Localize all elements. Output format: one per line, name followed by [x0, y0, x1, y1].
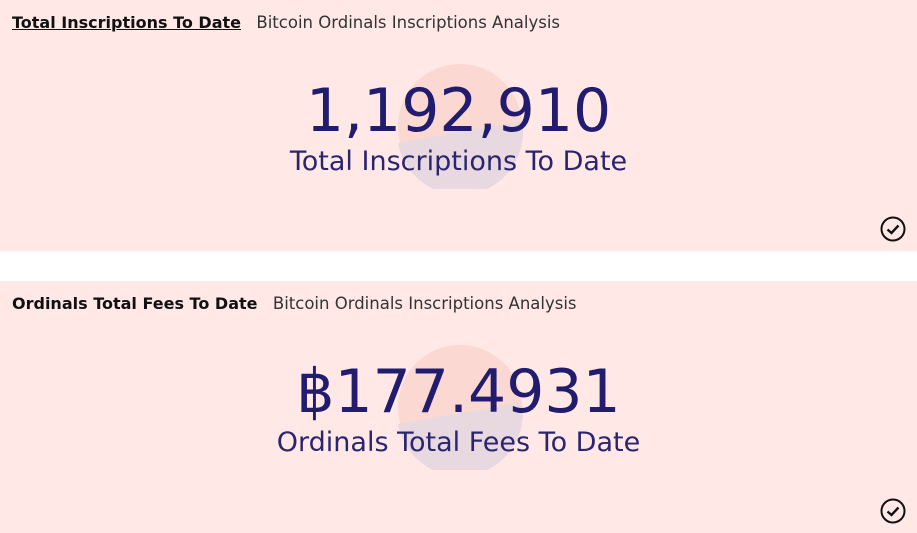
card-total-inscriptions: Total Inscriptions To Date Bitcoin Ordin…	[0, 0, 917, 251]
check-circle-icon	[880, 498, 906, 524]
card-title-link[interactable]: Total Inscriptions To Date	[12, 13, 241, 32]
card-title-link[interactable]: Ordinals Total Fees To Date	[12, 294, 258, 313]
metric-label: Ordinals Total Fees To Date	[276, 427, 641, 458]
metric-label: Total Inscriptions To Date	[289, 146, 628, 177]
metric-value: 1,192,910	[305, 76, 612, 146]
check-circle-icon	[880, 216, 906, 242]
card-subtitle[interactable]: Bitcoin Ordinals Inscriptions Analysis	[272, 294, 577, 313]
card-header: Ordinals Total Fees To Date Bitcoin Ordi…	[12, 294, 577, 314]
card-total-fees: Ordinals Total Fees To Date Bitcoin Ordi…	[0, 281, 917, 533]
card-subtitle[interactable]: Bitcoin Ordinals Inscriptions Analysis	[256, 13, 561, 32]
card-header: Total Inscriptions To Date Bitcoin Ordin…	[12, 13, 560, 33]
decorative-circle-icon	[398, 345, 523, 470]
metric-value: ฿177.4931	[296, 357, 621, 427]
decorative-circle-icon	[398, 64, 523, 189]
